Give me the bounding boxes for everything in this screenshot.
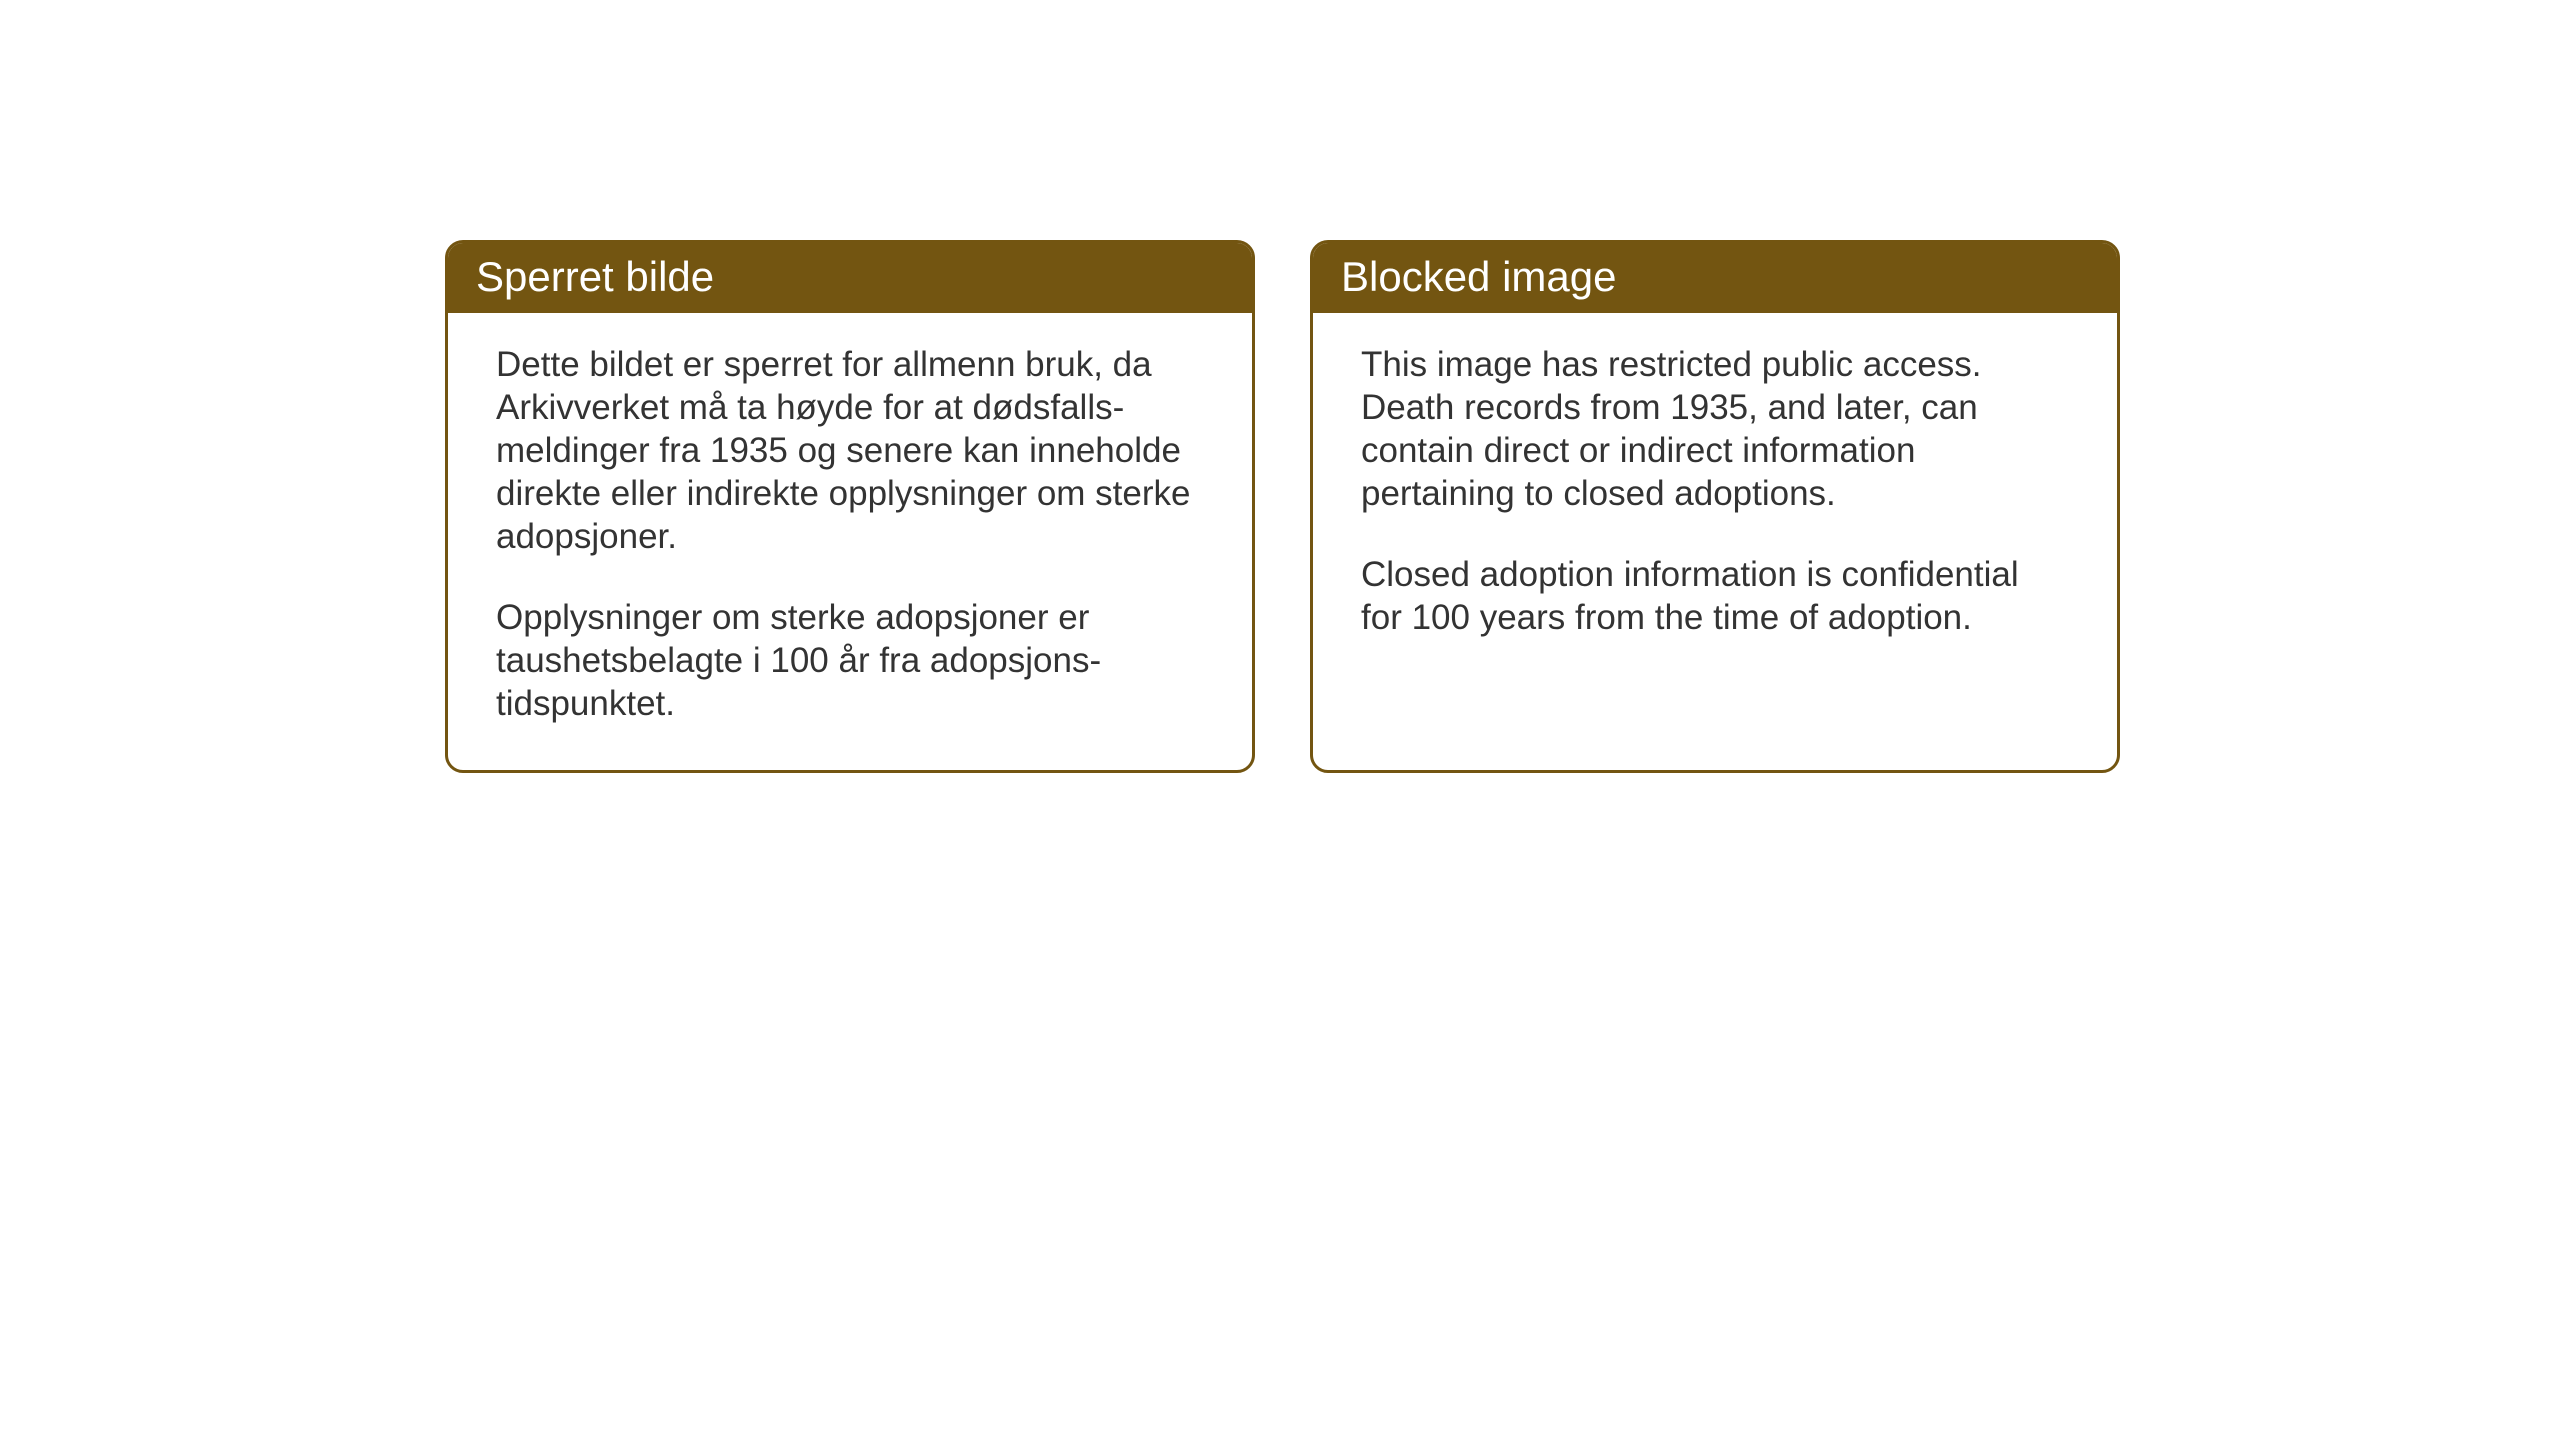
card-norwegian-paragraph-2: Opplysninger om sterke adopsjoner er tau…: [496, 596, 1204, 725]
card-english-title: Blocked image: [1341, 253, 1616, 300]
card-english-header: Blocked image: [1313, 243, 2117, 313]
card-norwegian: Sperret bilde Dette bildet er sperret fo…: [445, 240, 1255, 773]
card-norwegian-header: Sperret bilde: [448, 243, 1252, 313]
card-norwegian-body: Dette bildet er sperret for allmenn bruk…: [448, 313, 1252, 770]
card-english-paragraph-2: Closed adoption information is confident…: [1361, 553, 2069, 639]
card-english-paragraph-1: This image has restricted public access.…: [1361, 343, 2069, 515]
card-norwegian-paragraph-1: Dette bildet er sperret for allmenn bruk…: [496, 343, 1204, 558]
card-norwegian-title: Sperret bilde: [476, 253, 714, 300]
card-english-body: This image has restricted public access.…: [1313, 313, 2117, 684]
card-english: Blocked image This image has restricted …: [1310, 240, 2120, 773]
cards-container: Sperret bilde Dette bildet er sperret fo…: [445, 240, 2120, 773]
